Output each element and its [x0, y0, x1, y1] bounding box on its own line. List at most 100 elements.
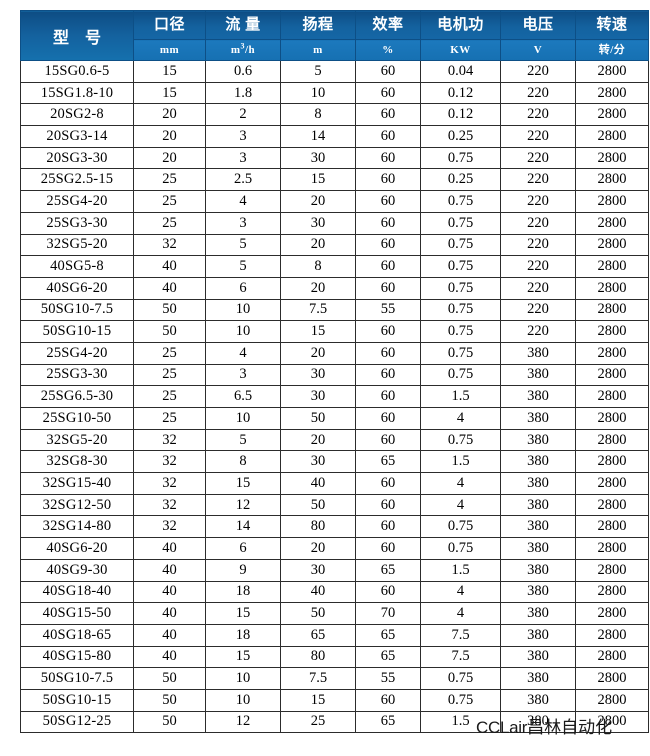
cell-flow: 5 — [205, 255, 281, 278]
cell-flow: 3 — [205, 211, 281, 235]
cell-head: 20 — [280, 190, 356, 213]
cell-speed: 2800 — [575, 190, 649, 213]
cell-eff: 60 — [355, 341, 421, 365]
column-unit-voltage: V — [500, 39, 576, 61]
cell-speed: 2800 — [575, 125, 649, 148]
cell-volt: 220 — [500, 103, 576, 127]
cell-model: 40SG15-50 — [20, 602, 134, 625]
table-row: 40SG5-8 40 5 8 60 0.75 220 2800 — [20, 255, 649, 278]
cell-speed: 2800 — [575, 580, 649, 604]
cell-eff: 65 — [355, 558, 421, 582]
cell-head: 7.5 — [280, 667, 356, 690]
cell-head: 5 — [280, 60, 356, 83]
cell-head: 15 — [280, 320, 356, 343]
cell-bore: 40 — [133, 255, 206, 278]
cell-head: 30 — [280, 450, 356, 474]
cell-power: 0.75 — [420, 276, 501, 300]
cell-head: 20 — [280, 276, 356, 300]
cell-model: 40SG18-40 — [20, 580, 134, 604]
cell-volt: 220 — [500, 255, 576, 278]
cell-power: 1.5 — [420, 385, 501, 408]
cell-power: 7.5 — [420, 645, 501, 669]
cell-head: 25 — [280, 710, 356, 734]
cell-volt: 380 — [500, 341, 576, 365]
cell-model: 25SG6.5-30 — [20, 385, 134, 408]
cell-bore: 20 — [133, 125, 206, 148]
cell-model: 25SG10-50 — [20, 407, 134, 430]
cell-power: 0.75 — [420, 667, 501, 690]
cell-power: 0.75 — [420, 341, 501, 365]
cell-head: 20 — [280, 428, 356, 452]
cell-eff: 60 — [355, 363, 421, 387]
cell-bore: 20 — [133, 103, 206, 127]
table-row: 32SG5-20 32 5 20 60 0.75 220 2800 — [20, 233, 649, 257]
cell-power: 0.75 — [420, 363, 501, 387]
cell-bore: 32 — [133, 450, 206, 474]
cell-bore: 40 — [133, 645, 206, 669]
column-header-voltage: 电压 — [500, 10, 576, 40]
cell-head: 15 — [280, 688, 356, 712]
cell-head: 40 — [280, 580, 356, 604]
cell-volt: 380 — [500, 450, 576, 474]
cell-bore: 32 — [133, 233, 206, 257]
table-row: 25SG3-30 25 3 30 60 0.75 220 2800 — [20, 211, 649, 235]
table-row: 20SG3-14 20 3 14 60 0.25 220 2800 — [20, 125, 649, 148]
cell-power: 4 — [420, 472, 501, 495]
column-unit-motor-power: KW — [420, 39, 501, 61]
cell-bore: 50 — [133, 710, 206, 734]
table-row: 25SG6.5-30 25 6.5 30 60 1.5 380 2800 — [20, 385, 649, 408]
cell-model: 32SG5-20 — [20, 233, 134, 257]
cell-eff: 65 — [355, 710, 421, 734]
cell-volt: 220 — [500, 168, 576, 192]
cell-bore: 32 — [133, 493, 206, 517]
cell-bore: 40 — [133, 276, 206, 300]
cell-flow: 15 — [205, 472, 281, 495]
cell-eff: 60 — [355, 255, 421, 278]
cell-flow: 6 — [205, 276, 281, 300]
cell-model: 40SG18-65 — [20, 623, 134, 647]
cell-head: 20 — [280, 341, 356, 365]
table-row: 40SG18-40 40 18 40 60 4 380 2800 — [20, 580, 649, 604]
cell-head: 80 — [280, 515, 356, 539]
cell-head: 80 — [280, 645, 356, 669]
cell-model: 15SG0.6-5 — [20, 60, 134, 83]
cell-power: 0.75 — [420, 537, 501, 560]
cell-bore: 40 — [133, 558, 206, 582]
cell-volt: 380 — [500, 472, 576, 495]
cell-speed: 2800 — [575, 515, 649, 539]
cell-head: 50 — [280, 602, 356, 625]
column-unit-efficiency: % — [355, 39, 421, 61]
cell-eff: 60 — [355, 407, 421, 430]
cell-model: 40SG6-20 — [20, 276, 134, 300]
cell-model: 50SG12-25 — [20, 710, 134, 734]
cell-flow: 4 — [205, 341, 281, 365]
cell-bore: 25 — [133, 211, 206, 235]
cell-bore: 25 — [133, 190, 206, 213]
table-row: 40SG18-65 40 18 65 65 7.5 380 2800 — [20, 623, 649, 647]
cell-model: 25SG4-20 — [20, 190, 134, 213]
cell-eff: 60 — [355, 428, 421, 452]
cell-head: 40 — [280, 472, 356, 495]
cell-power: 4 — [420, 407, 501, 430]
cell-eff: 65 — [355, 623, 421, 647]
cell-eff: 70 — [355, 602, 421, 625]
cell-speed: 2800 — [575, 233, 649, 257]
cell-volt: 220 — [500, 190, 576, 213]
table-row: 40SG15-50 40 15 50 70 4 380 2800 — [20, 602, 649, 625]
cell-speed: 2800 — [575, 623, 649, 647]
cell-model: 50SG10-7.5 — [20, 298, 134, 322]
cell-eff: 55 — [355, 667, 421, 690]
cell-eff: 60 — [355, 537, 421, 560]
cell-flow: 14 — [205, 515, 281, 539]
cell-power: 0.75 — [420, 211, 501, 235]
cell-flow: 9 — [205, 558, 281, 582]
table-row: 32SG8-30 32 8 30 65 1.5 380 2800 — [20, 450, 649, 474]
cell-speed: 2800 — [575, 385, 649, 408]
table-row: 15SG1.8-10 15 1.8 10 60 0.12 220 2800 — [20, 81, 649, 105]
cell-head: 30 — [280, 363, 356, 387]
unit-flow-base: m — [230, 44, 241, 56]
cell-model: 32SG5-20 — [20, 428, 134, 452]
cell-volt: 380 — [500, 537, 576, 560]
column-unit-speed: 转/分 — [575, 39, 649, 61]
